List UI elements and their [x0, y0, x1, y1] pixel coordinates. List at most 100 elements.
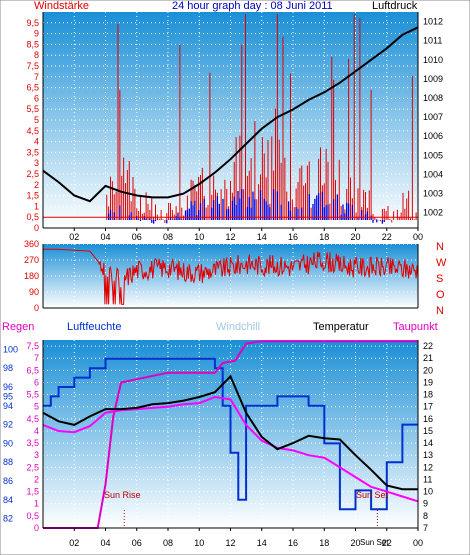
sun-set-axis-label: Sun Set	[360, 538, 389, 547]
temperature-tick-label: 10	[423, 487, 433, 497]
wind-tick-label: 5,5	[26, 104, 39, 114]
x-tick-label: 12	[226, 538, 236, 548]
wind-tick-label: 3,5	[26, 147, 39, 157]
humidity-tick-label: 94	[3, 401, 13, 411]
compass-label: N	[436, 241, 444, 253]
wind-tick-label: 8	[34, 50, 39, 60]
temperature-tick-label: 13	[423, 450, 433, 460]
temperature-tick-label: 12	[423, 462, 433, 472]
x-tick-label: 02	[69, 538, 79, 548]
wind-tick-label: 5	[34, 115, 39, 125]
wind-tick-label: 0	[34, 223, 39, 233]
wind-tick-label: 6	[34, 93, 39, 103]
legend-temperatur: Temperatur	[313, 321, 369, 333]
sun-set-label: Sun Set	[356, 490, 389, 500]
direction-tick-label: 90	[29, 287, 39, 297]
x-tick-label: 08	[163, 232, 173, 242]
temperature-tick-label: 14	[423, 438, 433, 448]
wind-tick-label: 1,5	[26, 191, 39, 201]
rain-tick-label: 4	[34, 426, 39, 436]
x-tick-label: 14	[257, 232, 267, 242]
rain-line	[43, 340, 418, 529]
rain-tick-label: 0	[34, 523, 39, 533]
rain-tick-label: 6,5	[26, 365, 39, 375]
rain-tick-label: 5	[34, 402, 39, 412]
temperature-tick-label: 21	[423, 353, 433, 363]
wind-tick-label: 1	[34, 201, 39, 211]
legend-taupunkt: Taupunkt	[393, 321, 438, 333]
temperature-tick-label: 20	[423, 365, 433, 375]
x-tick-label: 22	[382, 232, 392, 242]
wind-tick-label: 2	[34, 180, 39, 190]
x-tick-label: 20	[351, 538, 361, 548]
legend-windchill: Windchill	[216, 321, 260, 333]
x-tick-label: 12	[226, 232, 236, 242]
wind-axis-title: Windstärke	[34, 0, 89, 12]
pressure-axis-title: Luftdruck	[372, 0, 418, 12]
x-tick-label: 06	[132, 538, 142, 548]
x-tick-label: 00	[413, 232, 423, 242]
pressure-tick-label: 1008	[423, 93, 443, 103]
pressure-tick-label: 1002	[423, 208, 443, 218]
x-tick-label: 14	[257, 538, 267, 548]
dewpoint-line	[42, 395, 419, 503]
x-tick-label: 00	[413, 538, 423, 548]
humidity-tick-label: 100	[3, 344, 18, 354]
wind-tick-label: 0,5	[26, 212, 39, 222]
wind-tick-label: 4	[34, 137, 39, 147]
x-tick-label: 22	[382, 538, 392, 548]
rain-tick-label: 6	[34, 377, 39, 387]
wind-direction-line	[43, 248, 419, 305]
x-tick-label: 18	[319, 538, 329, 548]
pressure-tick-label: 1005	[423, 150, 443, 160]
legend-luftfeuchte: Luftfeuchte	[67, 321, 121, 333]
humidity-tick-label: 92	[3, 420, 13, 430]
wind-tick-label: 7	[34, 72, 39, 82]
compass-label: N	[436, 305, 444, 317]
temperature-tick-label: 19	[423, 377, 433, 387]
rain-tick-label: 3,5	[26, 438, 39, 448]
compass-label: W	[436, 257, 447, 269]
direction-tick-label: 180	[24, 271, 39, 281]
rain-tick-label: 5,5	[26, 390, 39, 400]
chart-title: 24 hour graph day : 08 Juni 2011	[172, 0, 333, 12]
x-tick-label: 04	[101, 538, 111, 548]
temperature-tick-label: 9	[423, 499, 428, 509]
x-tick-label: 04	[101, 232, 111, 242]
humidity-tick-label: 96	[3, 382, 13, 392]
humidity-tick-label: 84	[3, 495, 13, 505]
humidity-line	[43, 357, 418, 511]
x-tick-label: 16	[288, 232, 298, 242]
pressure-tick-label: 1011	[423, 36, 442, 46]
temperature-tick-label: 18	[423, 390, 433, 400]
temperature-tick-label: 11	[423, 474, 432, 484]
wind-tick-label: 7,5	[26, 61, 39, 71]
rain-tick-label: 2	[34, 474, 39, 484]
x-tick-label: 10	[194, 538, 204, 548]
temperature-tick-label: 8	[423, 511, 428, 521]
x-tick-label: 20	[351, 232, 361, 242]
x-tick-label: 06	[132, 232, 142, 242]
rain-tick-label: 7,5	[26, 341, 39, 351]
temperature-tick-label: 7	[423, 523, 428, 533]
humidity-tick-label: 82	[3, 514, 13, 524]
humidity-tick-label: 95	[3, 391, 13, 401]
temperature-tick-label: 15	[423, 426, 433, 436]
rain-tick-label: 0,5	[26, 511, 39, 521]
sun-rise-label: Sun Rise	[104, 490, 141, 500]
temperature-line	[42, 374, 418, 491]
x-tick-label: 16	[288, 538, 298, 548]
rain-tick-label: 7	[34, 353, 39, 363]
temperature-tick-label: 16	[423, 414, 433, 424]
temperature-tick-label: 22	[423, 341, 433, 351]
rain-tick-label: 2,5	[26, 462, 39, 472]
compass-label: S	[436, 273, 443, 285]
wind-tick-label: 3	[34, 158, 39, 168]
pressure-tick-label: 1012	[423, 17, 443, 27]
wind-tick-label: 8,5	[26, 39, 39, 49]
compass-label: O	[436, 289, 445, 301]
wind-tick-label: 9,5	[26, 18, 39, 28]
pressure-tick-label: 1006	[423, 131, 443, 141]
